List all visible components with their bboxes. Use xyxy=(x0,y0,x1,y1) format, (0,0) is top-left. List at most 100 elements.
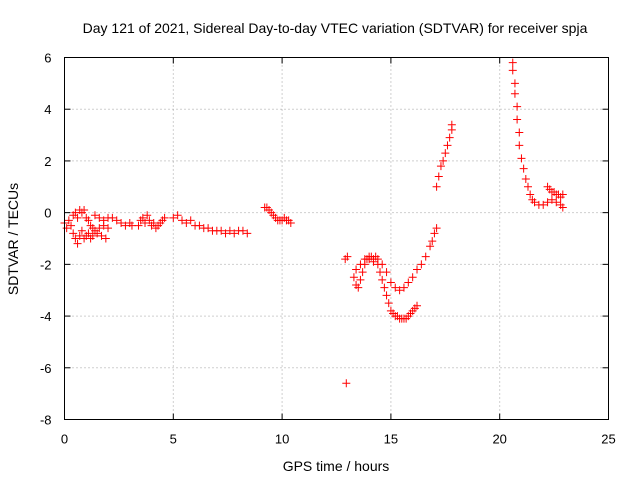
x-axis-label: GPS time / hours xyxy=(283,458,390,474)
y-tick-label: -6 xyxy=(40,361,52,376)
data-point xyxy=(143,211,152,220)
data-point xyxy=(73,239,82,248)
data-point xyxy=(386,278,395,287)
data-point xyxy=(530,198,539,207)
axis-ticks: 0 5 10 15 20 25 -8 -6 -4 -2 0 2 4 6 xyxy=(40,51,616,447)
data-point xyxy=(182,218,191,227)
data-point xyxy=(447,120,456,129)
y-tick-label: 2 xyxy=(44,154,51,169)
data-point xyxy=(108,213,117,222)
data-point xyxy=(445,133,454,142)
chart-title: Day 121 of 2021, Sidereal Day-to-day VTE… xyxy=(83,20,588,36)
data-point xyxy=(439,156,448,165)
data-point xyxy=(354,283,363,292)
data-point xyxy=(145,216,154,225)
data-point xyxy=(378,275,387,284)
data-point xyxy=(510,89,519,98)
data-point xyxy=(373,255,382,264)
data-point xyxy=(515,128,524,137)
data-point xyxy=(547,195,556,204)
data-point xyxy=(178,216,187,225)
data-point xyxy=(104,224,113,233)
x-tick-label: 15 xyxy=(384,432,398,447)
data-point xyxy=(517,154,526,163)
data-point xyxy=(88,231,97,240)
data-point xyxy=(539,200,548,209)
data-point xyxy=(71,234,80,243)
data-point xyxy=(101,234,110,243)
x-tick-label: 10 xyxy=(275,432,289,447)
data-point xyxy=(395,286,404,295)
data-point xyxy=(413,301,422,310)
data-point xyxy=(408,273,417,282)
data-point xyxy=(360,255,369,264)
data-point xyxy=(443,141,452,150)
data-point xyxy=(90,226,99,235)
data-point xyxy=(117,218,126,227)
y-tick-label: -2 xyxy=(40,257,52,272)
data-point xyxy=(543,198,552,207)
data-point xyxy=(421,252,430,261)
data-point xyxy=(358,268,367,277)
data-point xyxy=(134,221,143,230)
data-point xyxy=(95,213,104,222)
data-point xyxy=(221,229,230,238)
data-point xyxy=(99,216,108,225)
y-tick-label: 0 xyxy=(44,206,51,221)
data-point xyxy=(426,242,435,251)
data-point xyxy=(67,221,76,230)
data-point xyxy=(160,213,169,222)
data-point xyxy=(432,224,441,233)
data-point xyxy=(399,283,408,292)
data-point xyxy=(515,141,524,150)
data-point xyxy=(204,224,213,233)
data-points xyxy=(60,58,567,388)
data-point xyxy=(243,229,252,238)
y-tick-label: 6 xyxy=(44,51,51,66)
data-point xyxy=(173,211,182,220)
data-point xyxy=(225,226,234,235)
data-point xyxy=(382,268,391,277)
data-point xyxy=(521,175,530,184)
data-point xyxy=(356,275,365,284)
data-point xyxy=(558,190,567,199)
data-point xyxy=(523,182,532,191)
y-tick-label: -4 xyxy=(40,309,52,324)
x-tick-label: 0 xyxy=(61,432,68,447)
data-point xyxy=(413,265,422,274)
data-point xyxy=(84,216,93,225)
data-point xyxy=(186,216,195,225)
data-point xyxy=(64,216,73,225)
data-point xyxy=(141,218,150,227)
data-point xyxy=(441,149,450,158)
data-point xyxy=(436,162,445,171)
data-point xyxy=(77,226,86,235)
data-point xyxy=(80,206,89,215)
data-point xyxy=(552,198,561,207)
data-point xyxy=(519,164,528,173)
data-point xyxy=(343,252,352,261)
data-point xyxy=(356,260,365,269)
data-point xyxy=(112,216,121,225)
y-tick-label: 4 xyxy=(44,102,51,117)
x-tick-label: 25 xyxy=(601,432,615,447)
data-point xyxy=(97,231,106,240)
data-point xyxy=(417,260,426,269)
data-point xyxy=(430,229,439,238)
y-tick-label: -8 xyxy=(40,413,52,428)
data-point xyxy=(349,273,358,282)
data-point xyxy=(84,229,93,238)
data-point xyxy=(558,203,567,212)
data-point xyxy=(217,226,226,235)
data-point xyxy=(382,291,391,300)
data-point xyxy=(195,221,204,230)
data-point xyxy=(238,226,247,235)
data-point xyxy=(342,379,351,388)
plot-frame xyxy=(64,57,609,420)
data-point xyxy=(513,115,522,124)
data-point xyxy=(90,211,99,220)
data-point xyxy=(69,229,78,238)
data-point xyxy=(384,299,393,308)
data-point xyxy=(508,58,517,67)
